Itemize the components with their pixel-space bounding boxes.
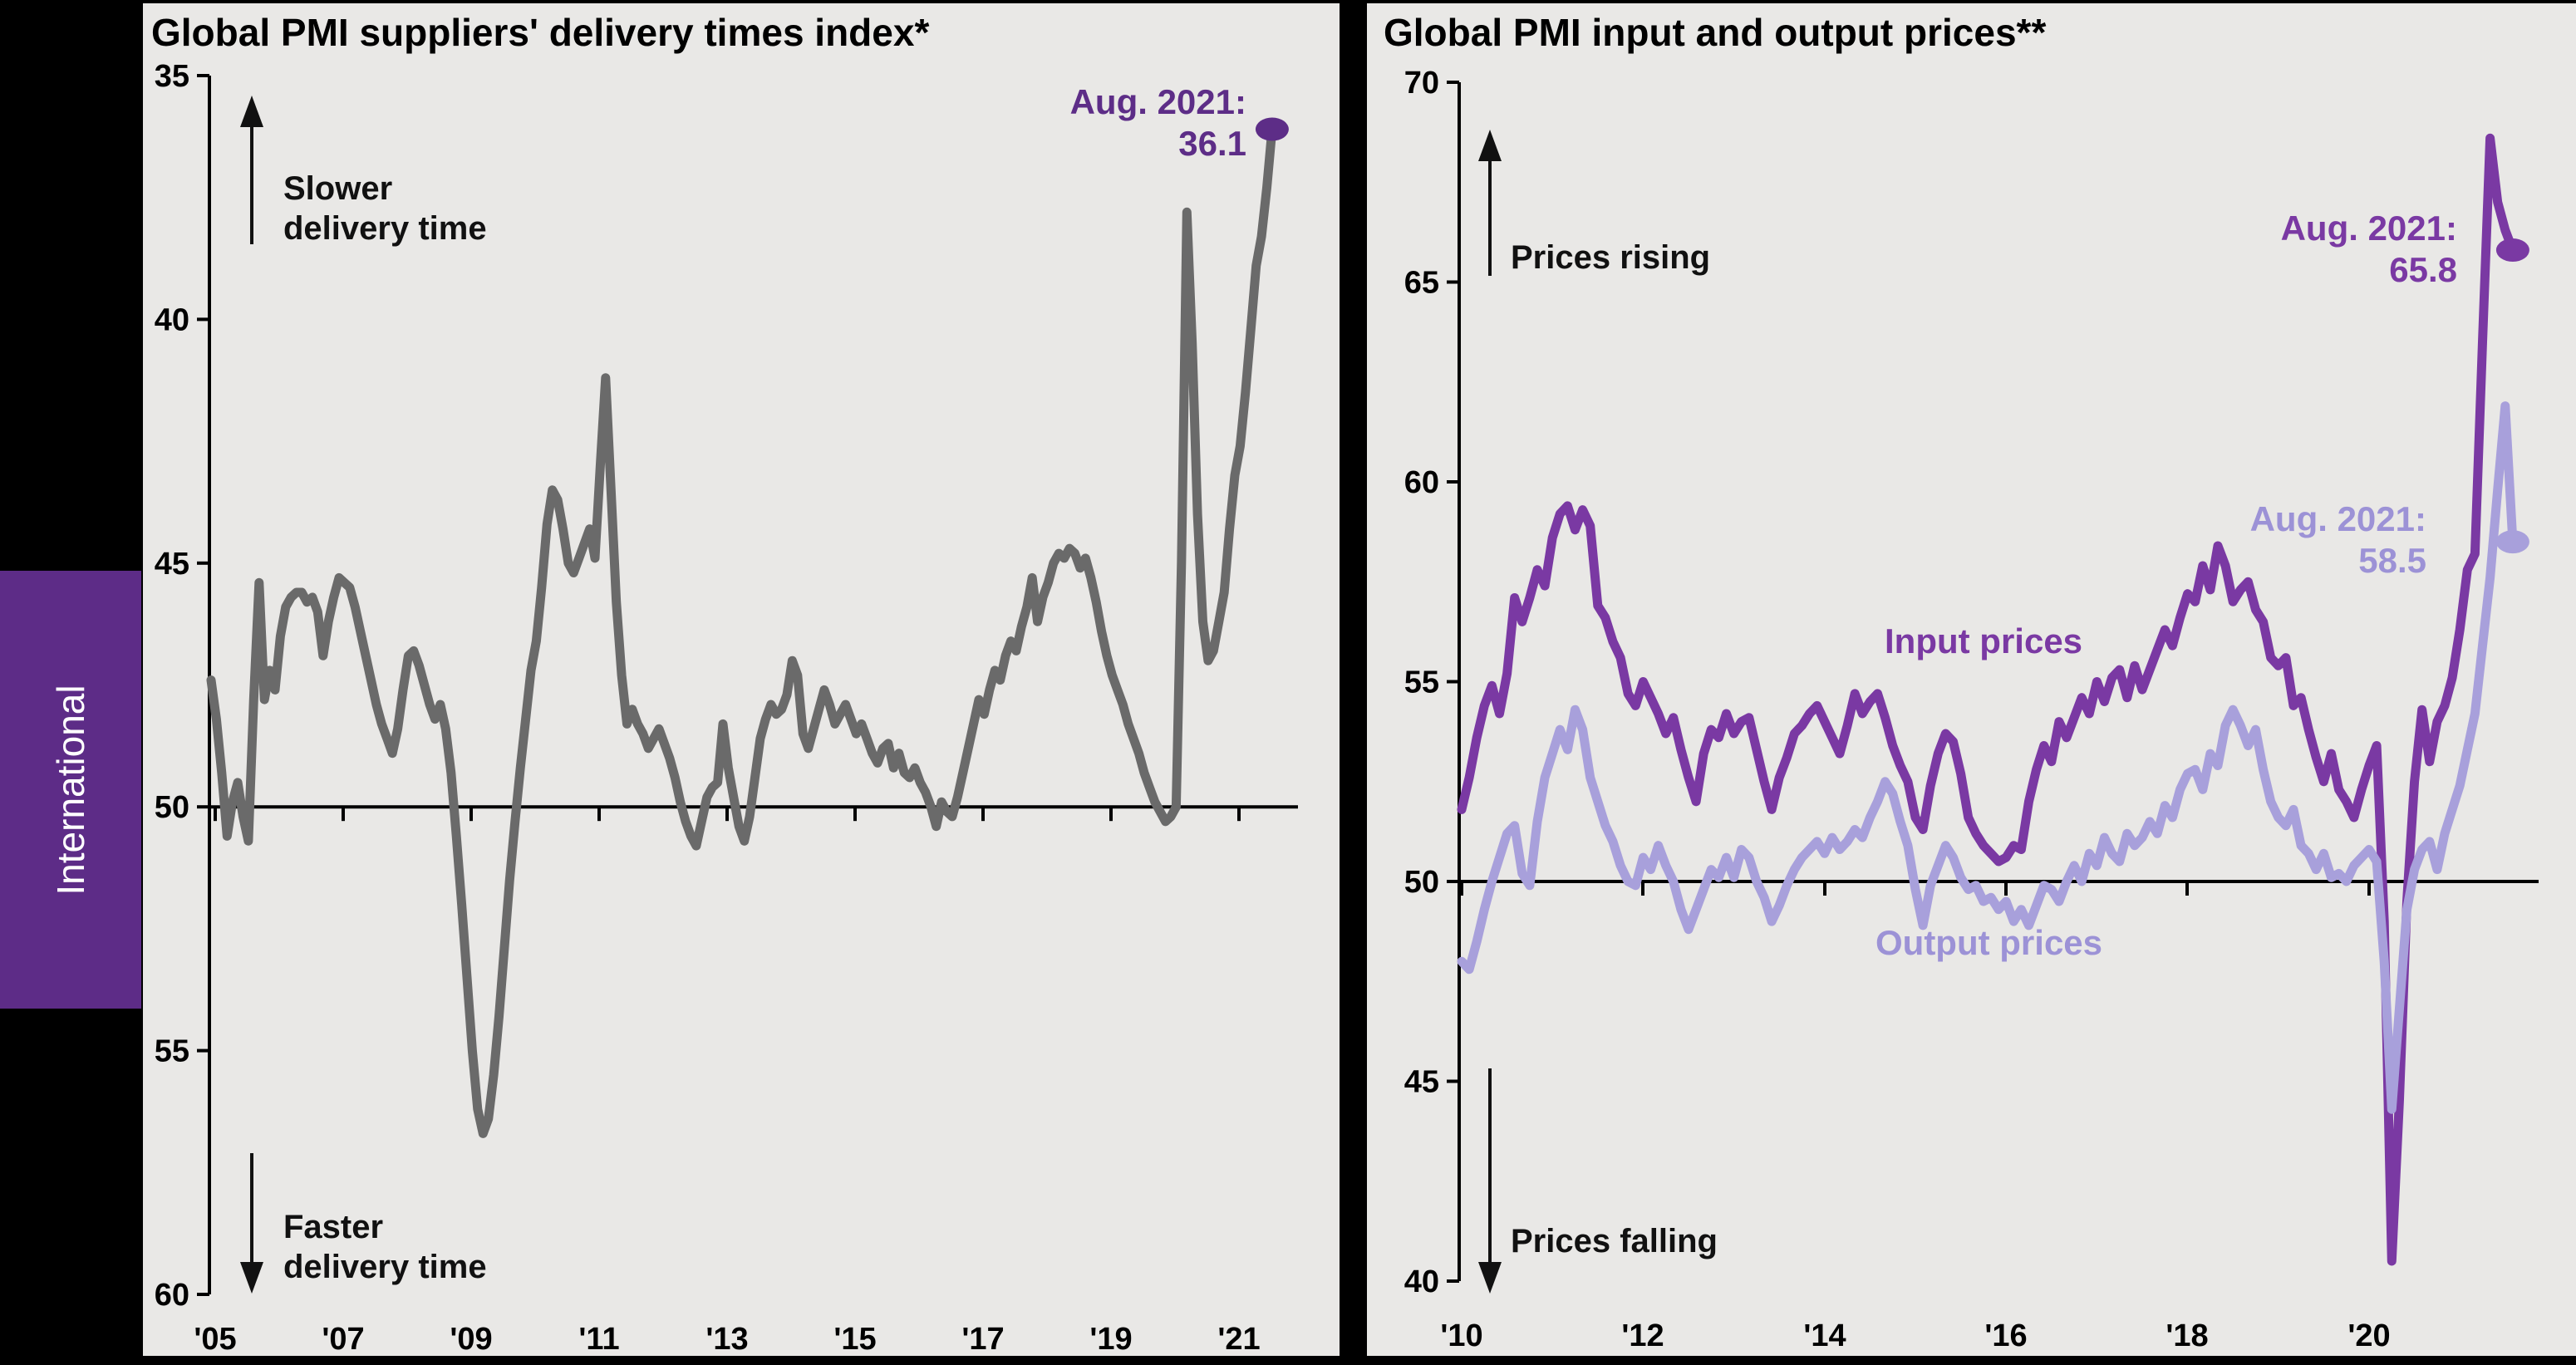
- annotation-value: 36.1: [1178, 124, 1246, 163]
- down-arrow-icon: [240, 1153, 263, 1294]
- svg-text:55: 55: [1404, 665, 1439, 700]
- annotation-value: 58.5: [2358, 541, 2426, 580]
- svg-text:'21: '21: [1217, 1322, 1260, 1356]
- svg-text:'07: '07: [322, 1322, 364, 1356]
- prices-chart-panel: '10 '12 '14 '16 '18 '20 70 65 60 55 50 45 40 Global …: [1367, 3, 2576, 1356]
- svg-text:40: 40: [1404, 1264, 1439, 1299]
- svg-text:'09: '09: [450, 1322, 492, 1356]
- svg-text:70: 70: [1404, 66, 1439, 101]
- svg-text:55: 55: [155, 1034, 189, 1069]
- down-arrow-icon: [1478, 1068, 1502, 1294]
- svg-text:'14: '14: [1803, 1318, 1846, 1353]
- up-arrow-icon: [240, 96, 263, 244]
- svg-text:'15: '15: [833, 1322, 876, 1356]
- prices-chart: '10 '12 '14 '16 '18 '20 70 65 60 55 50 45 40: [1404, 66, 2539, 1353]
- svg-text:35: 35: [155, 59, 189, 94]
- svg-text:'16: '16: [1984, 1318, 2027, 1353]
- sidebar-international-tab: International: [0, 571, 141, 1009]
- sidebar-label: International: [49, 684, 92, 896]
- svg-text:'05: '05: [194, 1322, 236, 1356]
- output-endpoint-annotation: Aug. 2021: 58.5: [2250, 498, 2426, 582]
- svg-text:'10: '10: [1440, 1318, 1482, 1353]
- svg-text:40: 40: [155, 302, 189, 337]
- svg-text:'13: '13: [705, 1322, 748, 1356]
- svg-text:'12: '12: [1621, 1318, 1664, 1353]
- svg-text:65: 65: [1404, 266, 1439, 301]
- prices-rising-label: Prices rising: [1511, 239, 1711, 276]
- annotation-date: Aug. 2021:: [2249, 499, 2426, 538]
- svg-text:60: 60: [155, 1278, 189, 1313]
- svg-text:'11: '11: [578, 1322, 619, 1356]
- input-prices-label: Input prices: [1885, 621, 2083, 660]
- svg-text:45: 45: [1404, 1065, 1439, 1100]
- svg-text:'17: '17: [961, 1322, 1004, 1356]
- faster-delivery-label: Faster delivery time: [283, 1209, 487, 1285]
- right-chart-title: Global PMI input and output prices**: [1384, 11, 2047, 54]
- svg-text:50: 50: [1404, 865, 1439, 900]
- annotation-value: 65.8: [2389, 250, 2457, 289]
- left-chart-title: Global PMI suppliers' delivery times ind…: [151, 11, 930, 54]
- svg-text:50: 50: [155, 790, 189, 825]
- delivery-times-chart-panel: '05'07'09'11'13'15'17'19'21 35 40 45 50 55 60 …: [143, 3, 1340, 1356]
- svg-text:'19: '19: [1089, 1322, 1132, 1356]
- up-arrow-icon: [1478, 130, 1502, 276]
- output-prices-label: Output prices: [1875, 923, 2103, 962]
- slower-delivery-label: Slower delivery time: [283, 170, 487, 247]
- prices-falling-label: Prices falling: [1511, 1223, 1718, 1259]
- delivery-times-chart: '05 '07 '09 '11 '13 '15 '17 '19 '21 35 40 45 50 55 60: [155, 59, 1298, 1356]
- svg-text:60: 60: [1404, 465, 1439, 500]
- svg-text:'20: '20: [2347, 1318, 2390, 1353]
- input-endpoint-annotation: Aug. 2021: 65.8: [2281, 208, 2457, 291]
- annotation-date: Aug. 2021:: [2280, 209, 2457, 248]
- annotation-date: Aug. 2021:: [1069, 82, 1246, 121]
- left-endpoint-annotation: Aug. 2021: 36.1: [1070, 81, 1246, 164]
- svg-text:'18: '18: [2166, 1318, 2208, 1353]
- svg-text:45: 45: [155, 547, 189, 582]
